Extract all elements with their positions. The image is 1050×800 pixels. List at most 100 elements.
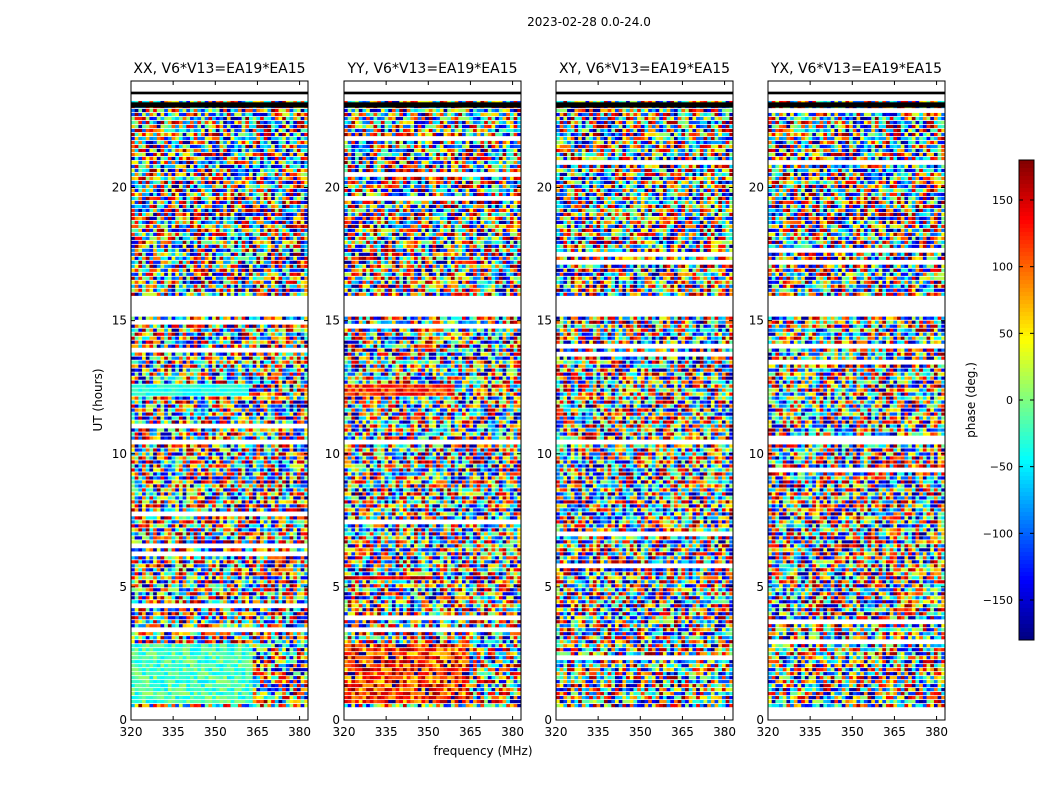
phase-cell <box>190 592 194 595</box>
phase-cell <box>149 680 153 683</box>
phase-cell <box>212 325 216 328</box>
phase-cell <box>301 564 305 567</box>
phase-cell <box>157 245 161 248</box>
phase-cell <box>223 257 227 260</box>
phase-cell <box>260 361 264 364</box>
phase-cell <box>157 668 161 671</box>
phase-cell <box>157 556 161 559</box>
phase-cell <box>245 652 249 655</box>
phase-cell <box>223 261 227 264</box>
phase-cell <box>297 385 301 388</box>
phase-cell <box>175 668 179 671</box>
phase-cell <box>194 452 198 455</box>
phase-cell <box>161 436 165 439</box>
phase-cell <box>153 700 157 703</box>
phase-cell <box>286 325 290 328</box>
phase-cell <box>271 652 275 655</box>
phase-cell <box>223 688 227 691</box>
phase-cell <box>149 345 153 348</box>
phase-cell <box>282 369 286 372</box>
phase-cell <box>190 596 194 599</box>
phase-cell <box>293 564 297 567</box>
phase-cell <box>146 401 150 404</box>
phase-cell <box>190 261 194 264</box>
phase-cell <box>223 369 227 372</box>
phase-cell <box>245 317 249 320</box>
phase-cell <box>153 289 157 292</box>
phase-cell <box>194 616 198 619</box>
phase-cell <box>183 648 187 651</box>
phase-cell <box>142 584 146 587</box>
phase-cell <box>290 648 294 651</box>
phase-cell <box>161 672 165 675</box>
phase-cell <box>267 596 271 599</box>
phase-cell <box>153 420 157 423</box>
phase-cell <box>190 520 194 523</box>
phase-cell <box>179 596 183 599</box>
phase-cell <box>264 484 268 487</box>
phase-cell <box>234 576 238 579</box>
phase-cell <box>157 540 161 543</box>
phase-cell <box>249 700 253 703</box>
phase-cell <box>149 668 153 671</box>
phase-cell <box>149 472 153 475</box>
phase-cell <box>142 656 146 659</box>
phase-cell <box>138 500 142 503</box>
phase-cell <box>301 472 305 475</box>
phase-cell <box>260 432 264 435</box>
phase-cell <box>253 420 257 423</box>
phase-cell <box>186 672 190 675</box>
phase-cell <box>267 472 271 475</box>
phase-cell <box>201 644 205 647</box>
phase-cell <box>256 452 260 455</box>
phase-cell <box>208 496 212 499</box>
phase-cell <box>238 548 242 551</box>
phase-cell <box>249 293 253 296</box>
phase-cell <box>149 516 153 519</box>
phase-cell <box>164 556 168 559</box>
phase-cell <box>220 373 224 376</box>
phase-cell <box>297 241 301 244</box>
phase-cell <box>161 476 165 479</box>
phase-cell <box>290 277 294 280</box>
phase-cell <box>168 269 172 272</box>
phase-cell <box>297 636 301 639</box>
phase-cell <box>142 404 146 407</box>
phase-cell <box>264 556 268 559</box>
phase-cell <box>175 361 179 364</box>
phase-cell <box>135 420 139 423</box>
phase-cell <box>260 632 264 635</box>
phase-cell <box>201 369 205 372</box>
phase-cell <box>242 337 246 340</box>
phase-cell <box>220 245 224 248</box>
phase-cell <box>142 257 146 260</box>
phase-cell <box>138 377 142 380</box>
phase-cell <box>275 596 279 599</box>
phase-cell <box>212 273 216 276</box>
phase-cell <box>135 656 139 659</box>
phase-cell <box>234 484 238 487</box>
phase-cell <box>135 564 139 567</box>
phase-cell <box>271 261 275 264</box>
phase-cell <box>264 420 268 423</box>
phase-cell <box>131 381 135 384</box>
phase-cell <box>201 632 205 635</box>
phase-cell <box>220 412 224 415</box>
phase-cell <box>168 580 172 583</box>
phase-cell <box>253 337 257 340</box>
phase-cell <box>249 257 253 260</box>
phase-cell <box>279 460 283 463</box>
phase-cell <box>231 612 235 615</box>
phase-cell <box>175 656 179 659</box>
phase-cell <box>194 536 198 539</box>
phase-cell <box>208 600 212 603</box>
phase-cell <box>179 652 183 655</box>
phase-cell <box>186 452 190 455</box>
phase-cell <box>212 668 216 671</box>
phase-cell <box>175 492 179 495</box>
phase-cell <box>172 416 176 419</box>
phase-cell <box>164 700 168 703</box>
phase-cell <box>279 500 283 503</box>
phase-cell <box>164 468 168 471</box>
phase-cell <box>190 428 194 431</box>
